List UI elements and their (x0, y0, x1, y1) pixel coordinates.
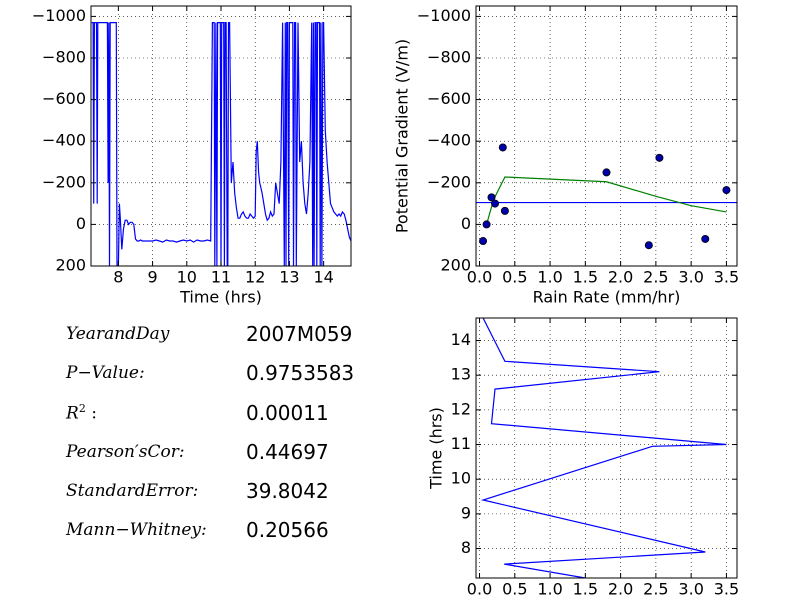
rain-timeseries-ytick-label: 13 (451, 365, 471, 384)
rain-timeseries-series-line (480, 318, 727, 578)
pg-vs-rain-ytick-label: 200 (440, 256, 471, 275)
stat-value-p-value: 0.9753583 (246, 361, 355, 385)
scatter-point (701, 234, 710, 243)
stat-value-mann-whitney: 0.20566 (246, 518, 329, 542)
r-squared-colon: : (85, 403, 97, 424)
rain-timeseries-ytick-label: 9 (461, 503, 471, 522)
rain-timeseries-ytick-label: 14 (451, 330, 471, 349)
pg-vs-rain-xtick-label: 3.0 (678, 268, 703, 287)
pg-vs-rain-ytick-label: −1000 (417, 6, 471, 25)
scatter-point (602, 168, 611, 177)
stat-label-year-and-day: YearandDay (66, 324, 170, 344)
pg-vs-rain-ytick-label: −600 (427, 89, 471, 108)
rain-timeseries-ytick-label: 10 (451, 469, 471, 488)
rain-timeseries-marks (480, 318, 727, 578)
pg-timeseries-ytick-label: −1000 (32, 6, 86, 25)
pg-timeseries-ytick-label: 0 (76, 214, 86, 233)
rain-timeseries-xtick-label: 1.0 (537, 580, 562, 599)
pg-timeseries-xtick-label: 14 (313, 268, 333, 287)
pg-vs-rain-ytick-label: −200 (427, 172, 471, 191)
stat-value-r-squared: 0.00011 (246, 401, 329, 425)
scatter-point (498, 143, 507, 152)
r-squared-symbol: R (66, 403, 79, 424)
pg-timeseries-ytick-label: 200 (55, 256, 86, 275)
pg-vs-rain-xlabel: Rain Rate (mm/hr) (533, 288, 681, 307)
rain-timeseries-xtick-label: 1.5 (573, 580, 598, 599)
pg-timeseries-ytick-label: −800 (42, 48, 86, 67)
stat-value-year-and-day: 2007M059 (246, 322, 353, 346)
pg-timeseries-ytick-label: −600 (42, 89, 86, 108)
stat-value-pearsons-cor: 0.44697 (246, 440, 329, 464)
pg-timeseries-marks (91, 22, 351, 266)
stat-label-standard-error: StandardError: (66, 481, 199, 501)
pg-vs-rain-xtick-label: 1.5 (573, 268, 598, 287)
scatter-point (722, 186, 731, 195)
statistics-panel: YearandDay 2007M059 P−Value: 0.9753583 R… (66, 322, 355, 542)
pg-timeseries-series-line (91, 22, 351, 266)
pg-vs-rain-xtick-label: 3.5 (714, 268, 739, 287)
stat-label-p-value: P−Value: (66, 363, 145, 383)
stat-label-mann-whitney: Mann−Whitney: (66, 520, 207, 540)
rain-timeseries-xtick-label: 2.5 (643, 580, 668, 599)
trend-line (486, 176, 727, 225)
rain-timeseries-ytick-label: 8 (461, 538, 471, 557)
stat-value-standard-error: 39.8042 (246, 479, 329, 503)
pg-timeseries-xtick-label: 12 (245, 268, 265, 287)
pg-timeseries-xlabel: Time (hrs) (179, 288, 262, 307)
rain-timeseries-xtick-label: 3.5 (714, 580, 739, 599)
scatter-point (491, 199, 500, 208)
pg-vs-rain-axes-frame (475, 5, 738, 267)
pg-timeseries-xtick-label: 13 (279, 268, 299, 287)
pg-vs-rain-xtick-label: 0.5 (502, 268, 527, 287)
scatter-point (482, 220, 491, 229)
rain-timeseries-ylabel: Time (hrs) (427, 407, 446, 490)
pg-vs-rain-ytick-label: 0 (461, 214, 471, 233)
pg-vs-rain-xtick-label: 2.0 (608, 268, 633, 287)
pg-vs-rain-xtick-label: 0.0 (467, 268, 492, 287)
rain-timeseries-ytick-label: 11 (451, 434, 471, 453)
rain-timeseries-xtick-label: 2.0 (608, 580, 633, 599)
pg-vs-rain-ytick-label: −800 (427, 48, 471, 67)
pg-timeseries-ytick-label: −200 (42, 172, 86, 191)
rain-timeseries-xtick-label: 0.5 (502, 580, 527, 599)
pg-vs-rain-ylabel: Potential Gradient (V/m) (393, 39, 412, 233)
rain-timeseries-xtick-label: 3.0 (678, 580, 703, 599)
pg-timeseries-xtick-label: 10 (177, 268, 197, 287)
rain-timeseries-axes-frame (475, 317, 738, 579)
pg-timeseries-xtick-label: 11 (211, 268, 231, 287)
pg-vs-rain-ytick-label: −400 (427, 131, 471, 150)
pg-vs-rain-xtick-label: 2.5 (643, 268, 668, 287)
scatter-point (487, 193, 496, 202)
r-squared-exponent: 2 (78, 402, 86, 415)
pg-timeseries-ytick-label: −400 (42, 131, 86, 150)
scatter-point (500, 206, 509, 215)
rain-timeseries-ytick-label: 12 (451, 399, 471, 418)
scatter-point (655, 153, 664, 162)
rain-timeseries-xtick-label: 0.0 (467, 580, 492, 599)
pg-vs-rain-marks (476, 143, 737, 250)
stat-label-pearsons-cor: Pearson′sCor: (66, 442, 185, 462)
stat-label-r-squared: R2 : (66, 402, 97, 424)
pg-timeseries-xtick-label: 8 (113, 268, 123, 287)
pg-timeseries-xtick-label: 9 (147, 268, 157, 287)
scatter-point (644, 241, 653, 250)
pg-vs-rain-xtick-label: 1.0 (537, 268, 562, 287)
scatter-point (479, 237, 488, 246)
